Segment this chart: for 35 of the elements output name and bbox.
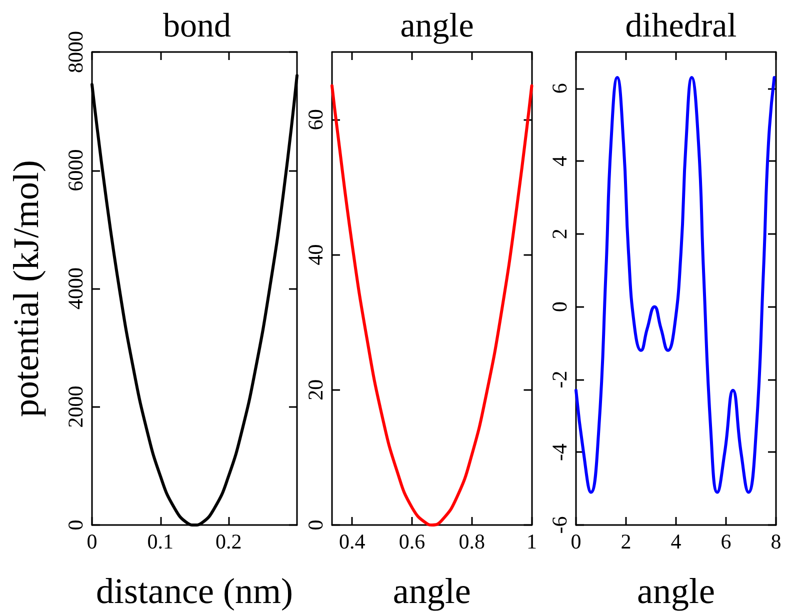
x-tick-label: 6	[720, 530, 732, 554]
y-tick-label: 8000	[64, 31, 88, 73]
y-tick-label: 4	[548, 155, 572, 166]
x-tick-label: 4	[670, 530, 682, 554]
chart-title: dihedral	[625, 8, 737, 44]
x-tick-label: 0.1	[147, 530, 174, 554]
x-tick-label: 0.2	[216, 530, 242, 554]
y-tick-label: 60	[304, 109, 328, 130]
y-tick-label: 0	[548, 301, 572, 312]
x-axis-title: distance (nm)	[96, 571, 293, 611]
y-tick-label: 0	[64, 520, 88, 530]
x-axis-title: angle	[392, 571, 471, 611]
x-axis-title: angle	[637, 571, 715, 611]
line-series	[330, 84, 534, 526]
x-tick-label: 8	[770, 530, 782, 554]
x-tick-label: 0.4	[338, 530, 366, 554]
x-tick-label: 2	[620, 530, 632, 554]
y-tick-label: -6	[548, 516, 572, 534]
y-tick-label: 0	[304, 520, 328, 530]
x-tick-label: 0.6	[398, 530, 426, 554]
y-tick-label: -2	[548, 370, 572, 388]
x-tick-label: 1	[526, 530, 537, 554]
x-tick-label: 0.8	[458, 530, 485, 554]
y-tick-label: 4000	[64, 268, 88, 310]
chart-title: bond	[163, 8, 231, 44]
y-tick-label: 2	[548, 228, 572, 240]
y-tick-label: 20	[304, 379, 328, 400]
line-series	[574, 76, 776, 494]
y-tick-label: 40	[304, 244, 328, 266]
y-tick-label: -4	[548, 442, 572, 461]
chart-title: angle	[400, 8, 474, 44]
y-tick-label: 6000	[64, 149, 88, 192]
y-axis-title: potential (kJ/mol)	[6, 160, 46, 417]
y-tick-label: 2000	[64, 386, 88, 428]
y-tick-label: 6	[548, 83, 572, 94]
